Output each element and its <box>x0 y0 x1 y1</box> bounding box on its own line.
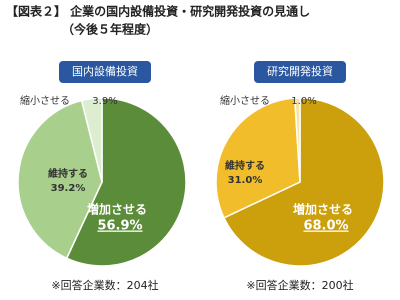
slice-category-label: 縮小させる <box>20 94 70 107</box>
slice-value-label: 68.0% <box>303 219 348 234</box>
pie-slice <box>222 97 385 267</box>
slice-category-label: 増加させる <box>293 202 353 217</box>
slice-category-label: 維持する <box>48 167 88 180</box>
slice-value-label: 3.9% <box>92 96 117 107</box>
figure-title: 【図表２】 企業の国内設備投資・研究開発投資の見通し <box>6 4 310 19</box>
pie-slice <box>65 97 187 267</box>
slice-value-label: 56.9% <box>97 219 142 234</box>
pie-note: ※回答企業数：200社 <box>246 278 353 292</box>
pie-title: 国内設備投資 <box>72 64 138 78</box>
pie-slice <box>80 97 103 183</box>
slice-category-label: 維持する <box>225 159 265 172</box>
pie-note: ※回答企業数：204社 <box>51 278 158 292</box>
pie-slice <box>293 97 301 183</box>
pie-title: 研究開発投資 <box>267 64 333 78</box>
pie-slice <box>215 97 301 219</box>
figure-subtitle: （今後５年程度） <box>62 22 158 37</box>
pie-slice <box>17 99 103 260</box>
slice-value-label: 31.0% <box>228 175 263 186</box>
slice-category-label: 縮小させる <box>220 94 270 107</box>
slice-category-label: 増加させる <box>87 202 147 217</box>
slice-value-label: 1.0% <box>291 96 316 107</box>
slice-value-label: 39.2% <box>51 183 86 194</box>
pie-header-box <box>59 61 151 83</box>
pie-header-box <box>254 61 346 83</box>
